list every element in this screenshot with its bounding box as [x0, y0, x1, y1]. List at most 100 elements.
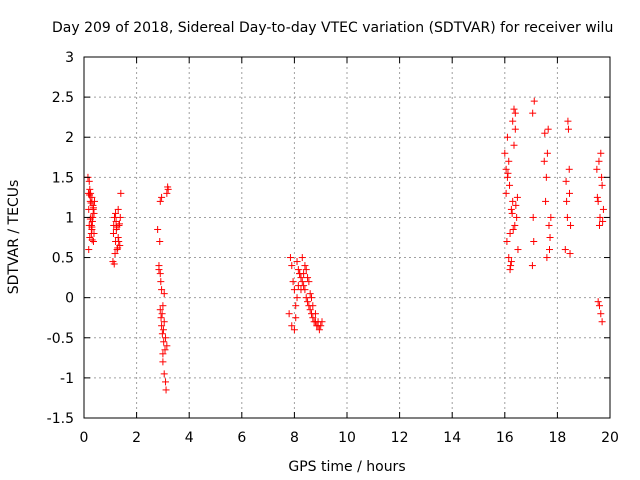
y-tick-label: 0.5 — [52, 251, 74, 267]
data-point — [565, 189, 573, 197]
data-point — [504, 169, 512, 177]
data-point — [307, 294, 315, 302]
data-point — [117, 189, 125, 197]
data-point — [302, 266, 310, 274]
data-point — [161, 346, 169, 354]
data-point — [163, 189, 171, 197]
data-point — [288, 262, 296, 270]
data-point — [88, 223, 96, 231]
data-point — [155, 266, 163, 274]
data-point — [114, 205, 122, 213]
data-point — [109, 229, 117, 237]
data-point — [510, 141, 518, 149]
data-point — [543, 254, 551, 262]
data-point — [544, 125, 552, 133]
data-point — [598, 318, 606, 326]
data-point — [289, 278, 297, 286]
data-point — [285, 310, 293, 318]
data-point — [563, 213, 571, 221]
data-point — [314, 318, 322, 326]
y-tick-label: 2.5 — [52, 90, 74, 106]
grid — [84, 57, 610, 418]
data-point — [599, 205, 607, 213]
data-point — [85, 177, 93, 185]
data-point — [157, 278, 165, 286]
data-point — [160, 290, 168, 298]
data-point — [292, 302, 300, 310]
data-point — [162, 334, 170, 342]
data-point — [530, 97, 538, 105]
axis-ticks: -1.5 -1 -0.5 0 0.5 1 1.5 2 2.5 3 0 2 4 6 8 10 12 14 16 18 20 — [47, 50, 619, 446]
data-point — [112, 209, 120, 217]
data-point — [566, 250, 574, 258]
data-point — [512, 201, 520, 209]
data-point — [540, 157, 548, 165]
data-point — [594, 197, 602, 205]
x-tick-label: 20 — [601, 430, 619, 446]
y-tick-label: 2 — [65, 130, 74, 146]
data-point — [294, 282, 302, 290]
data-point — [506, 181, 514, 189]
data-point — [593, 165, 601, 173]
data-point — [114, 234, 122, 241]
data-point — [564, 125, 572, 133]
data-point — [564, 117, 572, 125]
data-point — [561, 246, 569, 254]
data-point — [85, 246, 93, 254]
data-point — [595, 302, 603, 310]
data-point — [164, 183, 172, 191]
data-points — [84, 97, 607, 394]
data-point — [116, 213, 124, 221]
data-point — [528, 262, 536, 270]
data-point — [503, 238, 511, 246]
data-point — [309, 314, 317, 322]
data-point — [311, 310, 319, 318]
y-tick-label: -0.5 — [47, 331, 74, 347]
data-point — [113, 246, 121, 254]
data-point — [87, 221, 95, 229]
data-point — [111, 250, 119, 258]
data-point — [90, 209, 98, 217]
data-point — [304, 274, 312, 282]
x-tick-label: 4 — [185, 430, 194, 446]
x-tick-label: 16 — [496, 430, 514, 446]
data-point — [529, 109, 537, 117]
data-point — [542, 197, 550, 205]
data-point — [162, 386, 170, 394]
data-point — [598, 181, 606, 189]
data-point — [596, 213, 604, 221]
data-point — [297, 286, 305, 294]
data-point — [546, 234, 554, 241]
data-point — [547, 213, 555, 221]
data-point — [306, 306, 314, 314]
data-point — [507, 262, 515, 270]
data-point — [157, 314, 165, 322]
data-point — [298, 278, 306, 286]
data-point — [89, 204, 97, 212]
x-tick-label: 6 — [237, 430, 246, 446]
data-point — [156, 197, 164, 205]
data-point — [91, 197, 99, 205]
data-point — [159, 302, 167, 310]
data-point — [505, 254, 513, 262]
data-point — [88, 236, 96, 244]
data-point — [90, 229, 98, 237]
data-point — [89, 238, 97, 246]
data-point — [509, 117, 517, 125]
data-point — [158, 286, 166, 294]
data-point — [510, 105, 518, 113]
data-point — [304, 298, 312, 306]
data-point — [156, 306, 164, 314]
x-tick-label: 2 — [132, 430, 141, 446]
data-point — [290, 286, 298, 294]
data-point — [541, 129, 549, 137]
data-point — [594, 298, 602, 306]
data-point — [293, 258, 301, 266]
data-point — [506, 229, 514, 237]
data-point — [507, 205, 515, 213]
data-point — [156, 270, 164, 278]
y-tick-label: 3 — [65, 50, 74, 66]
data-point — [599, 217, 607, 225]
data-point — [542, 173, 550, 181]
chart-title: Day 209 of 2018, Sidereal Day-to-day VTE… — [52, 20, 613, 36]
